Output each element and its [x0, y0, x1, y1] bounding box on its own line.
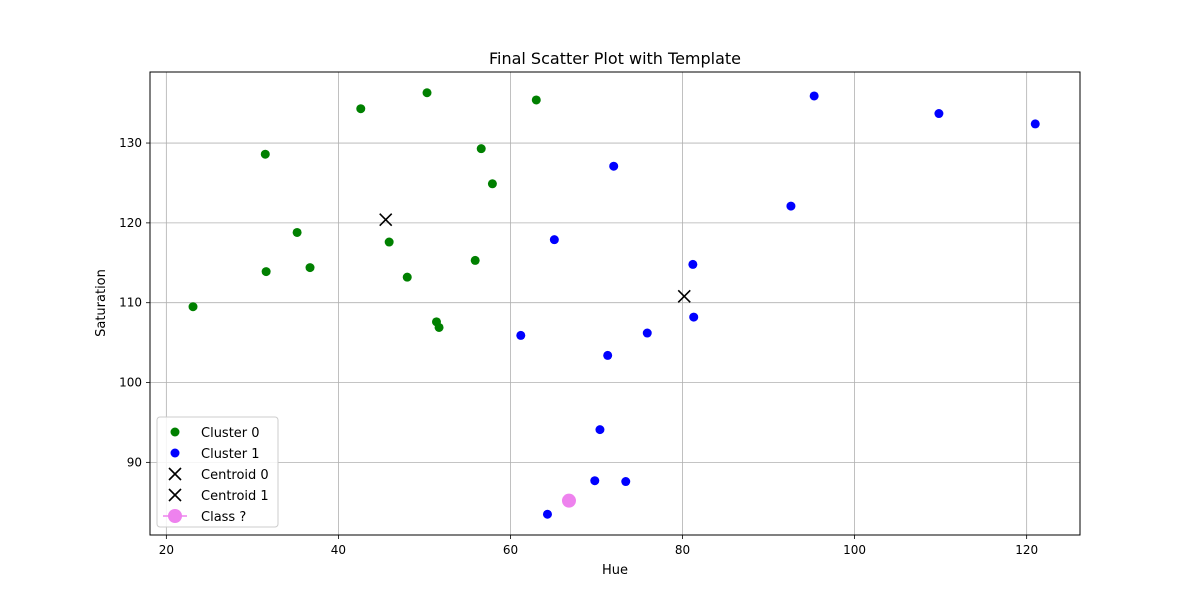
data-point — [603, 350, 613, 360]
data-point — [356, 104, 366, 114]
data-point — [402, 272, 412, 282]
data-point — [384, 237, 394, 247]
data-point — [621, 477, 631, 487]
data-point — [434, 322, 444, 332]
x-tick-label: 60 — [503, 543, 518, 557]
data-point — [642, 328, 652, 338]
legend-label: Cluster 1 — [201, 447, 260, 462]
x-tick-label: 120 — [1015, 543, 1038, 557]
grid — [150, 72, 1080, 535]
legend-label: Class ? — [201, 510, 246, 525]
legend: Cluster 0 Cluster 1 Centroid 0 Centroid 1 C… — [156, 416, 279, 528]
data-point — [261, 267, 271, 277]
legend-marker — [168, 467, 182, 481]
data-point — [689, 312, 699, 322]
legend-label: Centroid 0 — [201, 468, 269, 483]
legend-label: Centroid 1 — [201, 489, 269, 504]
data-point — [1030, 119, 1040, 129]
data-point — [595, 425, 605, 435]
legend-label: Cluster 0 — [201, 426, 260, 441]
legend-marker — [170, 448, 180, 458]
data-point — [590, 476, 600, 486]
data-point — [786, 201, 796, 211]
data-point — [549, 235, 559, 245]
data-point — [542, 509, 552, 519]
data-point — [809, 91, 819, 101]
legend-marker — [170, 427, 180, 437]
chart-title: Final Scatter Plot with Template — [489, 49, 741, 68]
data-point — [609, 161, 619, 171]
data-point — [476, 144, 486, 154]
axes: 20 40 60 80 100 120 90 100 110 120 130 — [119, 136, 1038, 557]
data-point — [470, 255, 480, 265]
data-point — [487, 179, 497, 189]
data-point — [516, 330, 526, 340]
y-tick-label: 110 — [119, 296, 142, 310]
y-tick-label: 130 — [119, 136, 142, 150]
data-point — [305, 263, 315, 273]
y-tick-label: 90 — [127, 455, 142, 469]
y-tick-label: 100 — [119, 376, 142, 390]
data-point — [422, 88, 432, 98]
y-tick-label: 120 — [119, 216, 142, 230]
x-tick-label: 40 — [331, 543, 346, 557]
data-points — [188, 88, 1040, 519]
y-axis-label: Saturation — [94, 269, 109, 337]
data-point — [260, 149, 270, 159]
x-tick-label: 80 — [675, 543, 690, 557]
data-point — [292, 227, 302, 237]
legend-marker — [168, 488, 182, 502]
data-point — [188, 302, 198, 312]
plot-frame — [149, 71, 1081, 536]
x-tick-label: 100 — [843, 543, 866, 557]
legend-box — [156, 416, 279, 528]
data-point — [934, 109, 944, 119]
x-tick-label: 20 — [159, 543, 174, 557]
data-point — [531, 95, 541, 105]
data-point — [677, 289, 691, 303]
data-point — [688, 259, 698, 269]
x-axis-label: Hue — [602, 563, 628, 578]
data-point — [379, 213, 393, 227]
data-point — [561, 493, 576, 508]
legend-marker — [168, 509, 182, 523]
